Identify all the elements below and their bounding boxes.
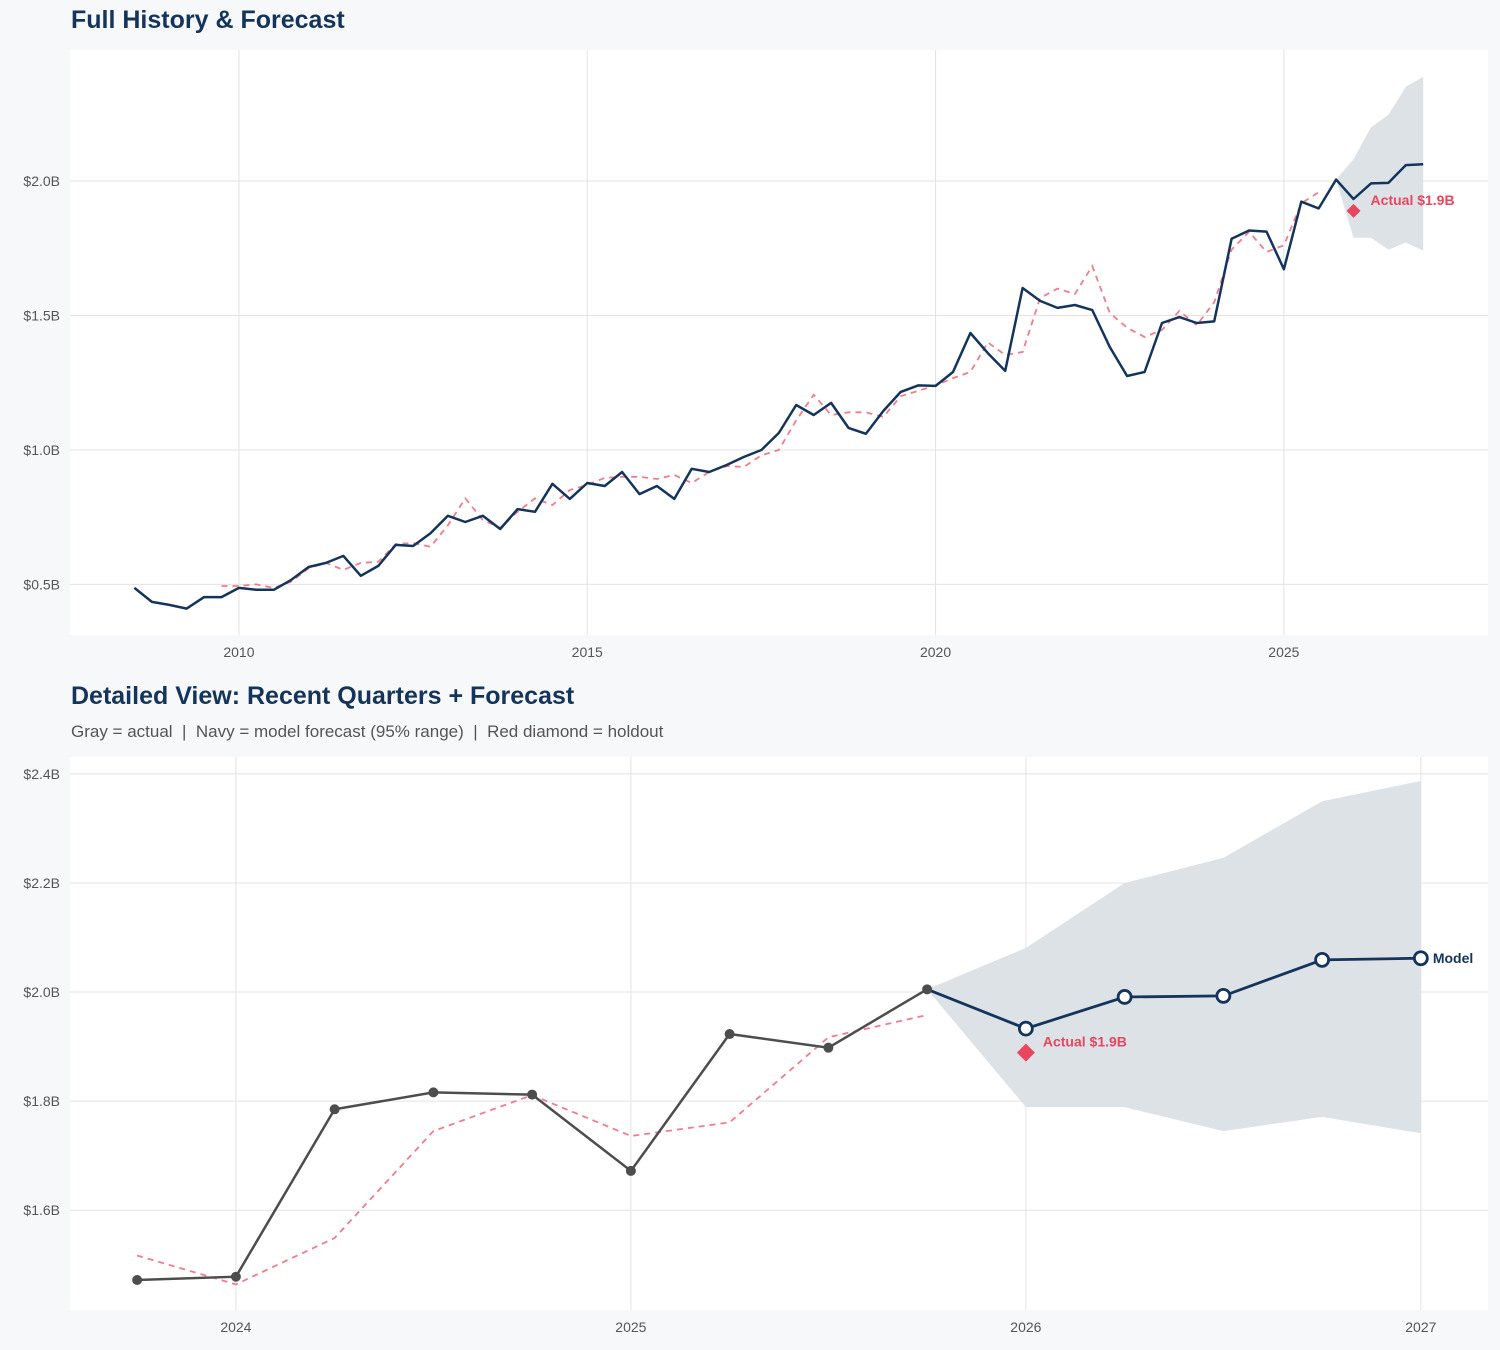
holdout-label: Actual $1.9B (1043, 1034, 1127, 1050)
x-tick-label: 2026 (1010, 1319, 1041, 1335)
actual-point (922, 984, 933, 995)
forecast-point (1017, 1020, 1034, 1037)
y-tick-label: $2.0B (23, 984, 60, 1000)
actual-point (823, 1042, 834, 1053)
x-tick-label: 2015 (572, 644, 603, 660)
forecast-point (1412, 950, 1429, 967)
y-tick-label: $2.2B (23, 875, 60, 891)
y-tick-label: $2.4B (23, 766, 60, 782)
forecast-95-range-band (1336, 76, 1424, 251)
y-tick-label: $2.0B (23, 173, 60, 189)
actual-point (230, 1271, 241, 1282)
actual-and-forecast-line (133, 163, 1424, 610)
detail-chart-subtitle: Gray = actual | Navy = model forecast (9… (71, 722, 664, 741)
forecast-95-range-band (927, 781, 1421, 1134)
actual-point (724, 1029, 735, 1040)
y-tick-label: $1.5B (23, 307, 60, 323)
y-tick-label: $1.8B (23, 1093, 60, 1109)
forecast-point (1116, 989, 1133, 1005)
actual-point (428, 1087, 439, 1098)
x-tick-label: 2020 (920, 644, 951, 660)
holdout-label: Actual $1.9B (1371, 192, 1455, 208)
x-tick-label: 2025 (1268, 644, 1299, 660)
x-tick-label: 2024 (220, 1319, 251, 1335)
plot-area (70, 50, 1488, 635)
top-chart-title: Full History & Forecast (71, 6, 345, 34)
actual-point (329, 1104, 340, 1115)
actual-point (527, 1089, 538, 1100)
fitted-line (221, 191, 1320, 589)
history-chart: $0.5B $1.0B $1.5B $2.0B 2010 2015 2020 2025 Actu… (23, 50, 1488, 660)
actual-point (132, 1275, 143, 1286)
x-tick-label: 2010 (223, 644, 254, 660)
y-tick-label: $0.5B (23, 576, 60, 592)
forecast-point (1314, 951, 1331, 968)
forecast-point (1215, 987, 1232, 1004)
y-tick-label: $1.6B (23, 1202, 60, 1218)
actual-point (625, 1165, 636, 1176)
detail-chart: $1.6B $1.8B $2.0B $2.2B $2.4B 2024 2025 2026 202… (23, 757, 1488, 1335)
holdout-diamond (1016, 1043, 1035, 1062)
x-tick-label: 2025 (615, 1319, 646, 1335)
y-tick-label: $1.0B (23, 442, 60, 458)
forecast-line (926, 956, 1421, 1031)
x-tick-label: 2027 (1405, 1319, 1436, 1335)
model-label: Model (1433, 950, 1473, 966)
detail-chart-title: Detailed View: Recent Quarters + Forecas… (71, 682, 575, 710)
holdout-diamond (1346, 203, 1361, 218)
